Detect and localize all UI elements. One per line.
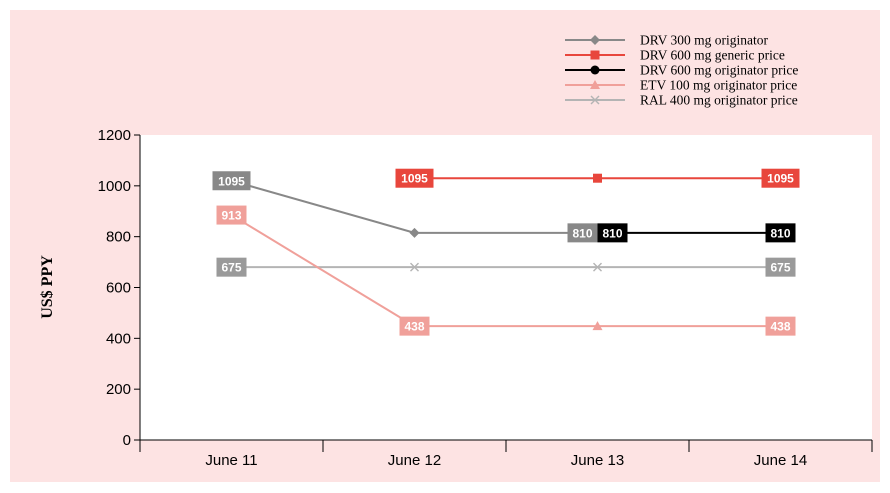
data-label-text: 810 (770, 226, 790, 240)
square-marker (590, 50, 600, 60)
data-label-box (212, 171, 251, 191)
data-label-text: 1095 (401, 172, 428, 186)
plot-background (140, 135, 872, 440)
legend-label: DRV 300 mg originator (640, 33, 769, 48)
data-label-text: 810 (602, 226, 622, 240)
data-label: 1095 (761, 168, 800, 188)
y-tick-label: 0 (123, 432, 131, 449)
series-4 (231, 262, 781, 272)
legend-item: DRV 600 mg generic price (565, 48, 785, 63)
legend-label: DRV 600 mg generic price (640, 48, 785, 63)
data-label: 675 (216, 257, 247, 277)
data-label-text: 438 (770, 320, 790, 334)
data-label: 810 (567, 223, 598, 243)
data-label-text: 913 (221, 209, 241, 223)
data-label-box (761, 168, 800, 188)
data-label-text: 438 (404, 320, 424, 334)
data-labels: 1095 913 675 1095 438 810 810 1095 810 675 438 (212, 168, 800, 336)
data-label-text: 810 (572, 226, 592, 240)
x-marker (590, 95, 600, 105)
x-marker (593, 262, 602, 272)
data-label-text: 675 (221, 261, 241, 275)
legend-item: DRV 600 mg originator price (565, 63, 798, 78)
x-tick-label: June 13 (571, 452, 624, 469)
data-label-box (399, 316, 430, 336)
legend-label: ETV 100 mg originator price (640, 78, 797, 93)
diamond-marker (590, 35, 600, 45)
series-line (230, 214, 781, 328)
triangle-marker (592, 321, 603, 331)
legend-label: DRV 600 mg originator price (640, 63, 798, 78)
data-label-box (567, 223, 598, 243)
y-tick-label: 200 (106, 381, 131, 398)
data-label-box (765, 223, 796, 243)
y-tick-label: 1000 (98, 178, 131, 195)
data-label: 810 (597, 223, 628, 243)
data-label-box (216, 205, 247, 225)
data-label: 438 (399, 316, 430, 336)
x-tick-label: June 12 (388, 452, 441, 469)
plot-area (140, 135, 872, 440)
legend-item: ETV 100 mg originator price (565, 78, 797, 93)
data-label-box (765, 257, 796, 277)
data-label: 810 (765, 223, 796, 243)
legend-item: RAL 400 mg originator price (565, 93, 798, 108)
x-marker-stroke (590, 95, 600, 105)
square-marker (593, 173, 602, 183)
circle-marker (590, 65, 600, 75)
data-label: 675 (765, 257, 796, 277)
y-tick-label: 1200 (98, 127, 131, 144)
y-axis-label: US$ PPY (39, 255, 56, 319)
x-marker-stroke (593, 262, 602, 272)
x-marker-stroke (410, 262, 419, 272)
y-tick-label: 800 (106, 229, 131, 246)
legend-item: DRV 300 mg originator (565, 33, 769, 48)
data-label-text: 675 (770, 261, 790, 275)
legend-label: RAL 400 mg originator price (640, 93, 798, 108)
data-label: 913 (216, 205, 247, 225)
data-label-text: 1095 (767, 172, 794, 186)
y-tick-label: 600 (106, 280, 131, 297)
data-label-box (765, 316, 796, 336)
diamond-marker (409, 227, 420, 238)
triangle-marker (590, 80, 600, 89)
data-label-text: 1095 (218, 174, 245, 188)
data-label: 1095 (212, 171, 251, 191)
x-marker (410, 262, 419, 272)
x-tick-label: June 14 (754, 452, 807, 469)
data-label: 1095 (395, 168, 434, 188)
data-label: 438 (765, 316, 796, 336)
data-label-box (597, 223, 628, 243)
y-tick-label: 400 (106, 330, 131, 347)
x-tick-label: June 11 (205, 452, 257, 469)
axes: 0 200 400 600 800 1000 1200 June 11 June 12 June … (98, 127, 873, 469)
data-label-box (395, 168, 434, 188)
series-layer (230, 173, 781, 331)
data-label-box (216, 257, 247, 277)
